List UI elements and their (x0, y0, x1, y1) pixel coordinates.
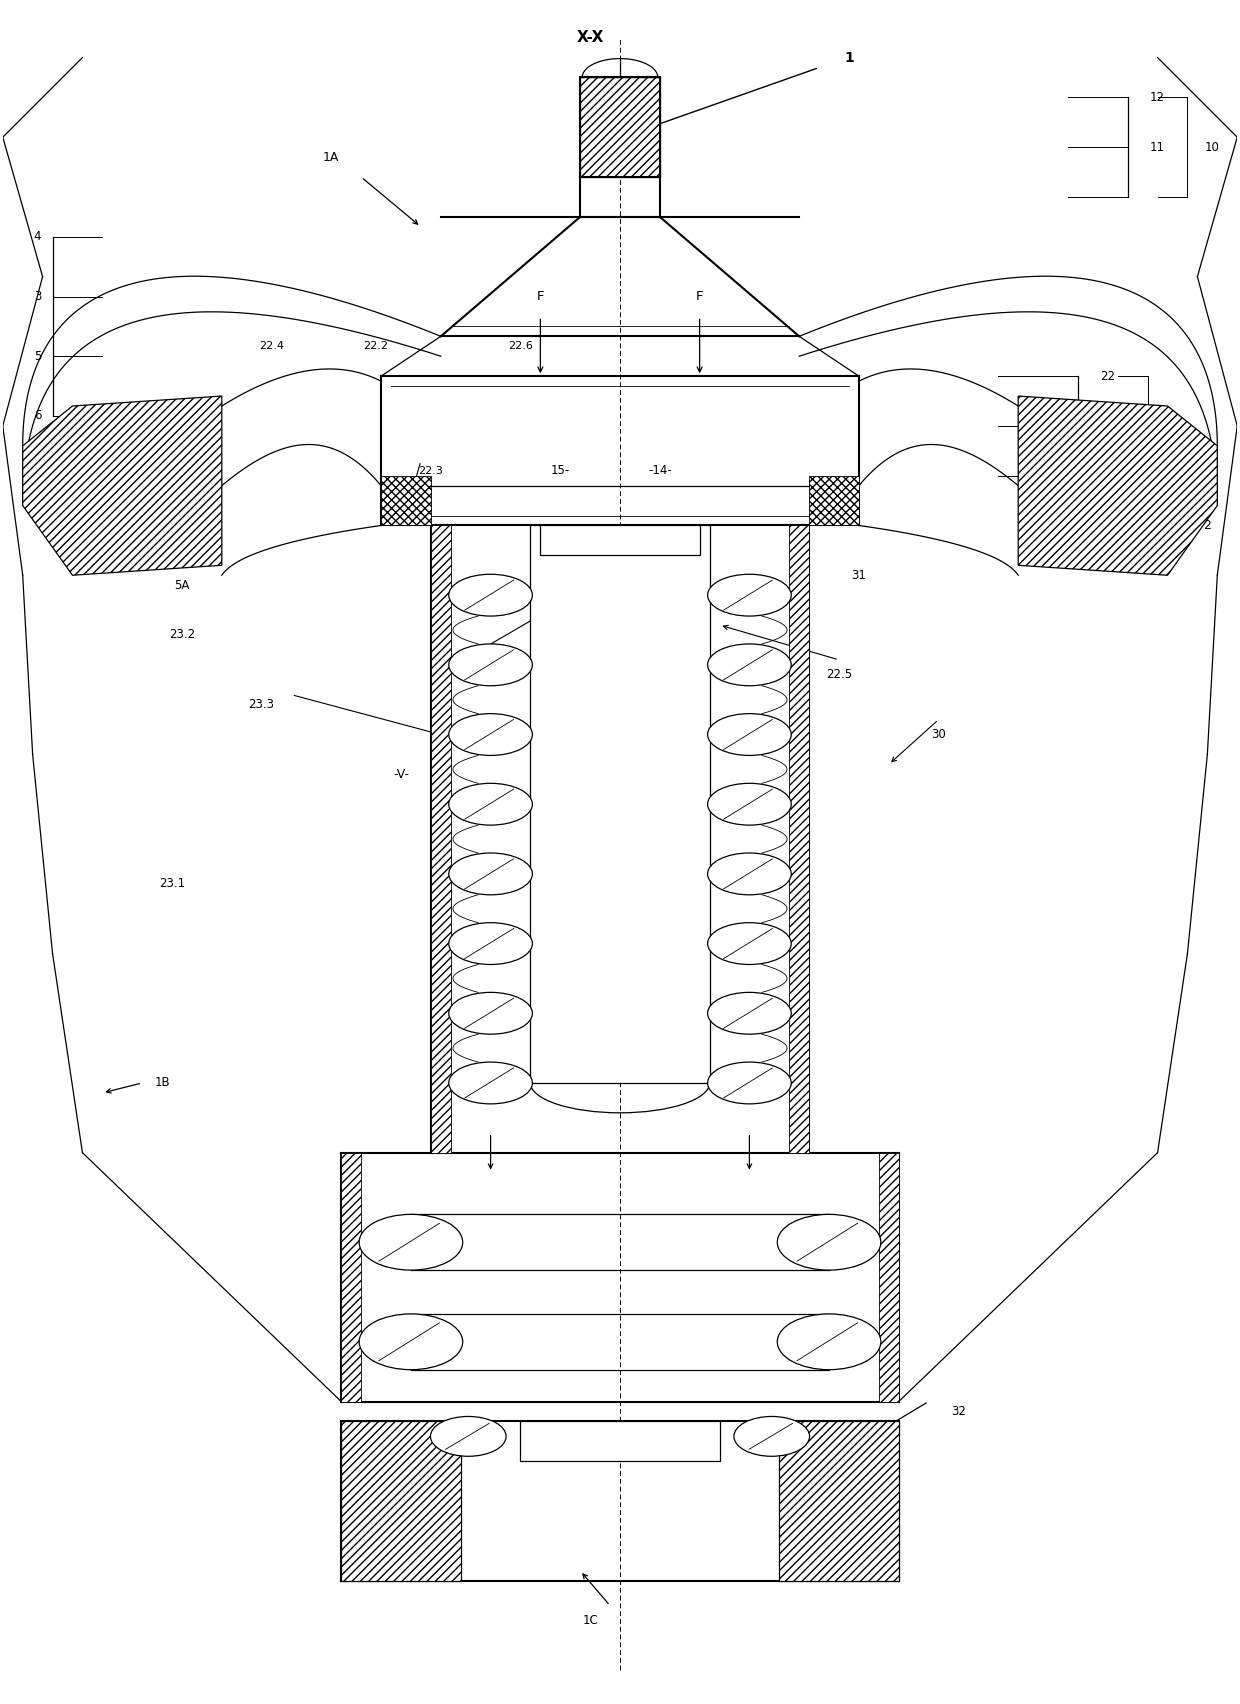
Ellipse shape (777, 1314, 880, 1370)
Text: 22.6: 22.6 (508, 341, 533, 351)
Text: X-X: X-X (577, 31, 604, 46)
Text: 1: 1 (844, 51, 854, 65)
Ellipse shape (708, 1062, 791, 1104)
Text: 10: 10 (1205, 141, 1220, 153)
Polygon shape (22, 395, 222, 576)
Text: F: F (537, 290, 544, 303)
Ellipse shape (449, 854, 532, 895)
Text: 15-: 15- (551, 463, 570, 477)
Ellipse shape (708, 784, 791, 825)
Text: 2: 2 (1203, 520, 1211, 532)
Ellipse shape (708, 922, 791, 964)
Text: 23: 23 (1100, 469, 1115, 482)
Text: 32: 32 (951, 1406, 966, 1418)
Ellipse shape (449, 574, 532, 617)
Text: 5A: 5A (175, 579, 190, 591)
Bar (879, 1152, 899, 1401)
Ellipse shape (449, 922, 532, 964)
Bar (341, 1421, 461, 1581)
Text: 21: 21 (1100, 419, 1115, 433)
Ellipse shape (449, 784, 532, 825)
Text: 20: 20 (1171, 419, 1185, 433)
Text: 1A: 1A (324, 150, 340, 164)
Ellipse shape (708, 714, 791, 755)
Text: -14-: -14- (649, 463, 672, 477)
Text: 30: 30 (931, 728, 946, 741)
Text: -V-: -V- (393, 769, 409, 780)
Text: 1C: 1C (583, 1614, 598, 1627)
Ellipse shape (708, 574, 791, 617)
Bar (341, 1152, 361, 1401)
Bar (541, 525, 699, 556)
Ellipse shape (449, 714, 532, 755)
Text: 22: 22 (1100, 370, 1115, 383)
Text: 11: 11 (1149, 141, 1166, 153)
Text: 23.1: 23.1 (159, 878, 185, 891)
Text: 23: 23 (1100, 499, 1115, 513)
Text: 23.3: 23.3 (248, 699, 274, 711)
Bar (521, 1421, 719, 1462)
Text: 3: 3 (33, 290, 41, 303)
Text: 12: 12 (1149, 90, 1166, 104)
Text: 4: 4 (33, 230, 41, 244)
Bar (580, 77, 660, 177)
Ellipse shape (734, 1416, 810, 1457)
Text: F: F (696, 290, 703, 303)
Text: 22.5: 22.5 (826, 668, 852, 682)
Bar (381, 475, 430, 525)
Bar (810, 475, 859, 525)
Bar (789, 525, 810, 1152)
Text: -13-: -13- (618, 878, 642, 891)
Polygon shape (1018, 395, 1218, 576)
Ellipse shape (449, 992, 532, 1034)
Bar (430, 525, 451, 1152)
Ellipse shape (708, 644, 791, 685)
Ellipse shape (777, 1215, 880, 1269)
Text: 23.2: 23.2 (169, 629, 195, 641)
Ellipse shape (360, 1215, 463, 1269)
Ellipse shape (360, 1314, 463, 1370)
Text: 1B: 1B (154, 1077, 170, 1089)
Text: 22.4: 22.4 (259, 341, 284, 351)
Text: 5: 5 (33, 349, 41, 363)
Text: 31: 31 (852, 569, 867, 581)
Bar (531, 525, 709, 1084)
Ellipse shape (708, 854, 791, 895)
Ellipse shape (449, 644, 532, 685)
Ellipse shape (708, 992, 791, 1034)
Text: 22.2: 22.2 (363, 341, 388, 351)
Ellipse shape (449, 1062, 532, 1104)
Ellipse shape (430, 1416, 506, 1457)
Text: 22.3: 22.3 (418, 465, 443, 475)
Text: 22.1: 22.1 (467, 658, 494, 671)
Bar (779, 1421, 899, 1581)
Text: 6: 6 (33, 409, 41, 423)
